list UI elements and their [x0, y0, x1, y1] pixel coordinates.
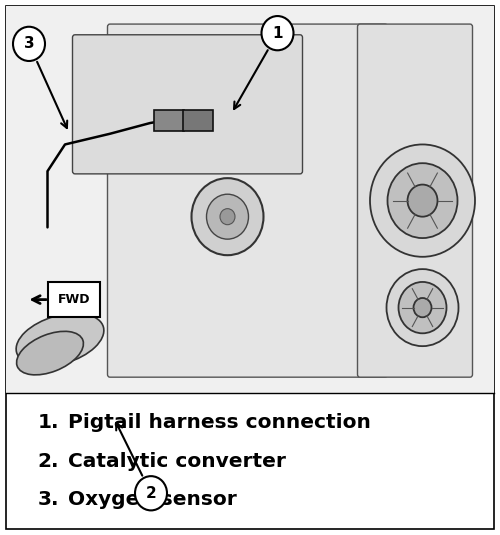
- Text: 3.: 3.: [38, 490, 59, 509]
- Circle shape: [398, 282, 446, 333]
- Bar: [6, 6, 494, 393]
- Text: Catalytic converter: Catalytic converter: [68, 452, 286, 471]
- Circle shape: [370, 144, 475, 257]
- Text: 3: 3: [24, 36, 34, 51]
- Circle shape: [408, 185, 438, 217]
- Ellipse shape: [16, 331, 84, 375]
- FancyBboxPatch shape: [72, 35, 302, 174]
- FancyBboxPatch shape: [48, 282, 100, 317]
- Text: 1: 1: [272, 26, 283, 41]
- Text: Pigtail harness connection: Pigtail harness connection: [68, 413, 370, 432]
- FancyBboxPatch shape: [108, 24, 388, 377]
- Circle shape: [13, 27, 45, 61]
- Ellipse shape: [16, 314, 104, 366]
- Text: Oxygen sensor: Oxygen sensor: [68, 490, 236, 509]
- Circle shape: [192, 178, 264, 255]
- Text: 1.: 1.: [38, 413, 59, 432]
- Text: 2: 2: [146, 486, 156, 501]
- FancyBboxPatch shape: [154, 110, 184, 131]
- FancyBboxPatch shape: [358, 24, 472, 377]
- Circle shape: [135, 476, 167, 510]
- Circle shape: [386, 269, 458, 346]
- Circle shape: [206, 194, 248, 239]
- Circle shape: [262, 16, 294, 50]
- Circle shape: [414, 298, 432, 317]
- Circle shape: [388, 163, 458, 238]
- Circle shape: [220, 209, 235, 225]
- Text: 2.: 2.: [38, 452, 59, 471]
- Text: FWD: FWD: [58, 293, 90, 306]
- FancyBboxPatch shape: [182, 110, 213, 131]
